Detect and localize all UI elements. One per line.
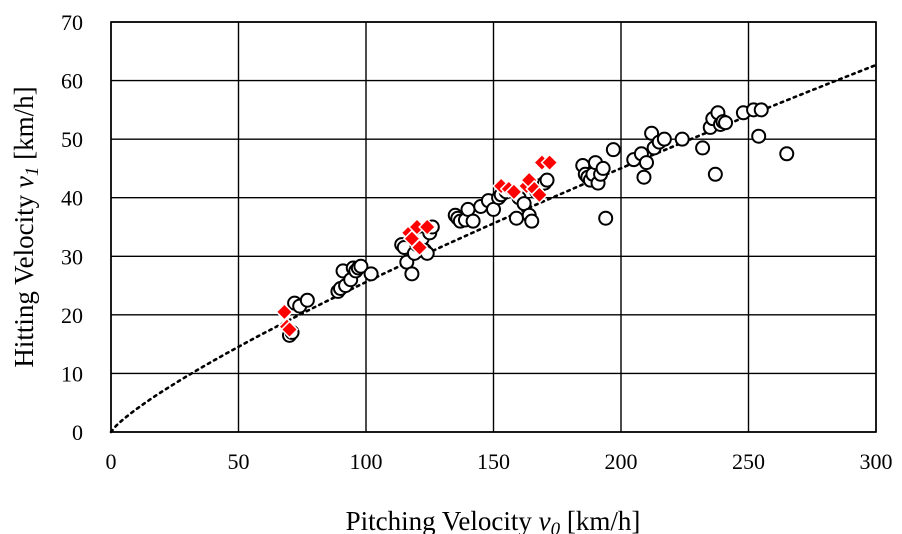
x-tick-label: 250: [732, 449, 765, 474]
y-tick-label: 50: [61, 127, 83, 152]
data-point-circle: [639, 155, 654, 171]
y-tick-label: 20: [61, 303, 83, 328]
x-axis-title: Pitching Velocity v0 [km/h]: [346, 506, 641, 534]
x-axis-title-text: Pitching Velocity: [346, 506, 533, 534]
x-tick-label: 0: [106, 449, 117, 474]
data-point-diamond: [275, 302, 294, 321]
y-tick-label: 40: [61, 186, 83, 211]
y-tick-label: 0: [72, 420, 83, 445]
data-point-circle: [753, 102, 769, 118]
data-point-circle: [465, 213, 481, 229]
x-tick-label: 300: [860, 449, 893, 474]
x-tick-label: 50: [228, 449, 250, 474]
data-point-diamond: [530, 185, 549, 204]
x-axis-title-variable: v: [539, 506, 551, 534]
y-axis-title-variable: v: [9, 176, 39, 188]
data-point-circle: [353, 258, 369, 274]
data-point-diamond: [504, 182, 523, 201]
data-point-circle: [508, 210, 524, 226]
data-point-circle: [674, 131, 690, 147]
y-tick-label: 70: [61, 10, 83, 35]
data-point-diamond: [418, 217, 437, 237]
y-tick-label: 30: [61, 244, 83, 269]
x-tick-label: 150: [477, 449, 510, 474]
y-axis-title-text: Hitting Velocity: [9, 194, 39, 367]
y-tick-label: 10: [61, 361, 83, 386]
data-point-diamond: [540, 153, 559, 172]
data-point-circle: [598, 210, 614, 226]
data-point-circle: [299, 292, 315, 308]
x-axis-title-unit: [km/h]: [567, 506, 641, 534]
x-tick-labels: 0 50 100 150 200 250 300: [106, 449, 893, 474]
x-axis-title-subscript: 0: [551, 519, 561, 534]
y-tick-label: 60: [61, 69, 83, 94]
data-point-circle: [695, 140, 711, 156]
data-point-diamond: [410, 238, 429, 257]
data-point-circle: [707, 166, 723, 182]
x-tick-label: 100: [350, 449, 383, 474]
plot-area-frame: [110, 21, 877, 433]
y-axis-title-subscript: 1: [22, 167, 43, 177]
data-point-circle: [539, 172, 555, 188]
data-point-circle: [524, 213, 540, 229]
y-axis-title-unit: [km/h]: [9, 86, 39, 160]
data-point-circle: [595, 160, 611, 176]
data-point-circle: [636, 169, 652, 185]
data-point-circle: [656, 131, 672, 147]
y-tick-labels: 0 10 20 30 40 50 60 70: [61, 10, 83, 445]
data-point-circle: [363, 266, 379, 282]
data-point-circle: [751, 128, 767, 144]
y-axis-title: Hitting Velocity v1 [km/h]: [9, 86, 43, 367]
data-point-circle: [779, 146, 795, 162]
grid: [110, 21, 877, 433]
data-point-diamond: [280, 320, 299, 339]
data-point-circle: [718, 115, 734, 131]
data-points: [275, 102, 795, 343]
data-point-circle: [404, 266, 420, 282]
data-point-circle: [605, 142, 621, 158]
x-tick-label: 200: [605, 449, 638, 474]
